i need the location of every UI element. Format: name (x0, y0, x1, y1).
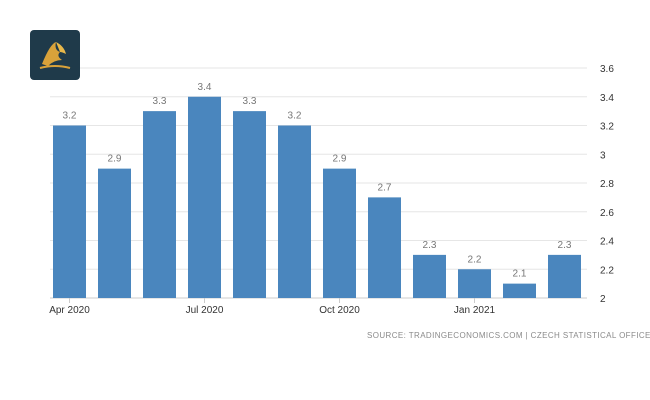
bar-aug-2020 (233, 111, 266, 298)
x-tick-label: Jul 2020 (186, 305, 224, 316)
bar-nov-2020 (368, 197, 401, 298)
data-label: 2.1 (513, 269, 527, 280)
bar-feb-2021 (503, 283, 536, 298)
y-tick-label: 2.8 (600, 179, 614, 190)
bar-dec-2020 (413, 254, 446, 298)
x-tick-label: Jan 2021 (454, 305, 496, 316)
bar-mar-2021 (548, 254, 581, 298)
y-tick-label: 3.4 (600, 93, 614, 104)
data-label: 2.9 (333, 154, 347, 165)
bar-jan-2021 (458, 269, 491, 298)
source-note: SOURCE: TRADINGECONOMICS.COM | CZECH STA… (367, 331, 650, 340)
y-tick-label: 2.6 (600, 208, 614, 219)
bar-sep-2020 (278, 125, 311, 298)
bar-jun-2020 (143, 111, 176, 298)
y-tick-label: 3 (600, 150, 606, 161)
data-label: 2.3 (558, 240, 572, 251)
gridlines (50, 67, 587, 299)
data-label: 3.2 (288, 111, 302, 122)
x-tick-label: Apr 2020 (49, 305, 90, 316)
x-tick-label: Oct 2020 (319, 305, 360, 316)
y-axis: 2 2.2 2.4 2.6 2.8 3 3.2 3.4 3.6 (600, 64, 614, 305)
y-tick-label: 3.6 (600, 64, 614, 75)
data-label: 2.7 (378, 182, 392, 193)
bar-apr-2020 (53, 125, 86, 298)
data-label: 3.2 (63, 111, 77, 122)
y-tick-label: 2.2 (600, 265, 614, 276)
bars (53, 96, 581, 298)
y-tick-label: 2.4 (600, 237, 614, 248)
logo-icon (30, 30, 80, 80)
data-label: 2.2 (468, 254, 482, 265)
bar-jul-2020 (188, 96, 221, 298)
y-tick-label: 2 (600, 294, 606, 305)
y-tick-label: 3.2 (600, 122, 614, 133)
data-label: 3.4 (198, 82, 212, 93)
data-label: 2.9 (108, 154, 122, 165)
bar-may-2020 (98, 168, 131, 298)
data-label: 2.3 (423, 240, 437, 251)
data-label: 3.3 (153, 96, 167, 107)
data-label: 3.3 (243, 96, 257, 107)
x-axis: Apr 2020 Jul 2020 Oct 2020 Jan 2021 (49, 298, 496, 316)
data-labels: 3.2 2.9 3.3 3.4 3.3 3.2 2.9 2.7 2.3 2.2 2.1 2.3 (63, 82, 572, 280)
bar-oct-2020 (323, 168, 356, 298)
